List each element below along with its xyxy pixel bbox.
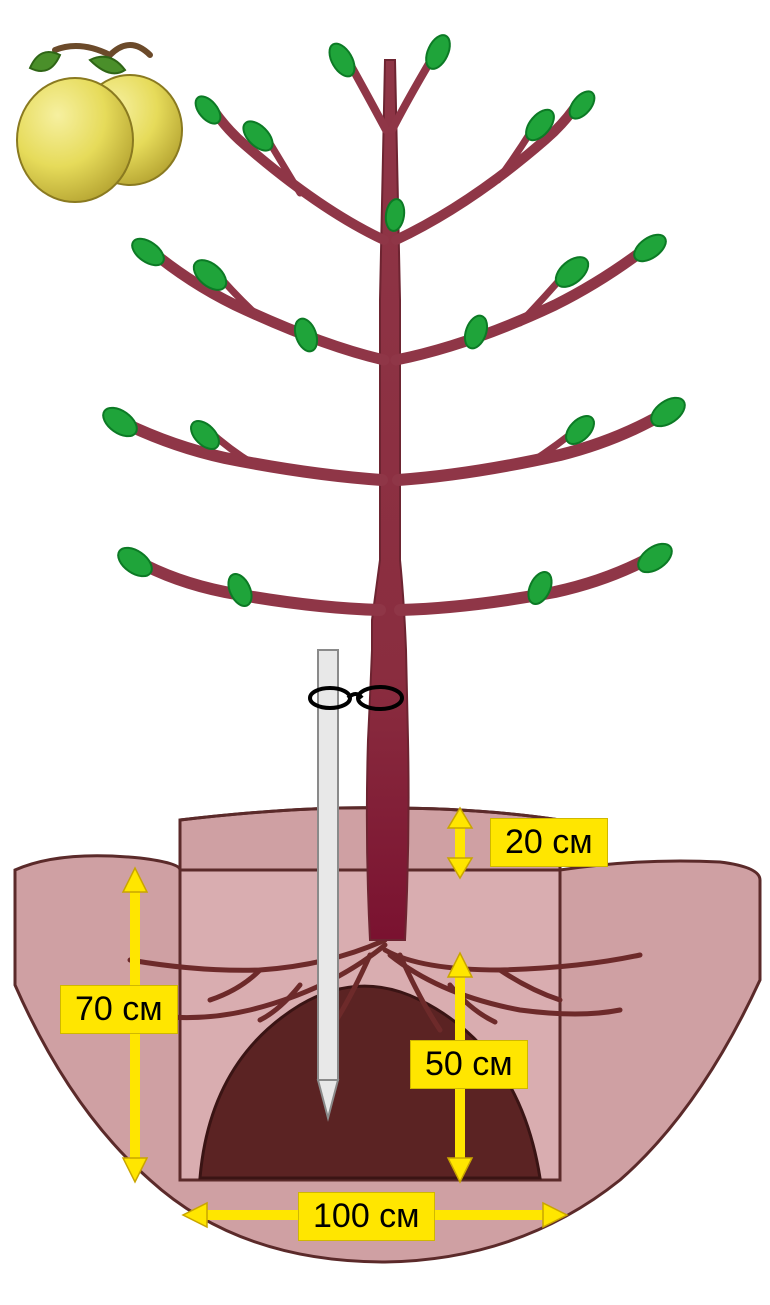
support-stake xyxy=(318,650,338,1118)
tree xyxy=(98,31,690,940)
label-pit-depth: 70 см xyxy=(60,985,178,1034)
label-top-gap: 20 см xyxy=(490,818,608,867)
planting-diagram xyxy=(0,0,770,1305)
apple-icon xyxy=(17,45,182,202)
label-mound-height: 50 см xyxy=(410,1040,528,1089)
label-pit-width: 100 см xyxy=(298,1192,435,1241)
